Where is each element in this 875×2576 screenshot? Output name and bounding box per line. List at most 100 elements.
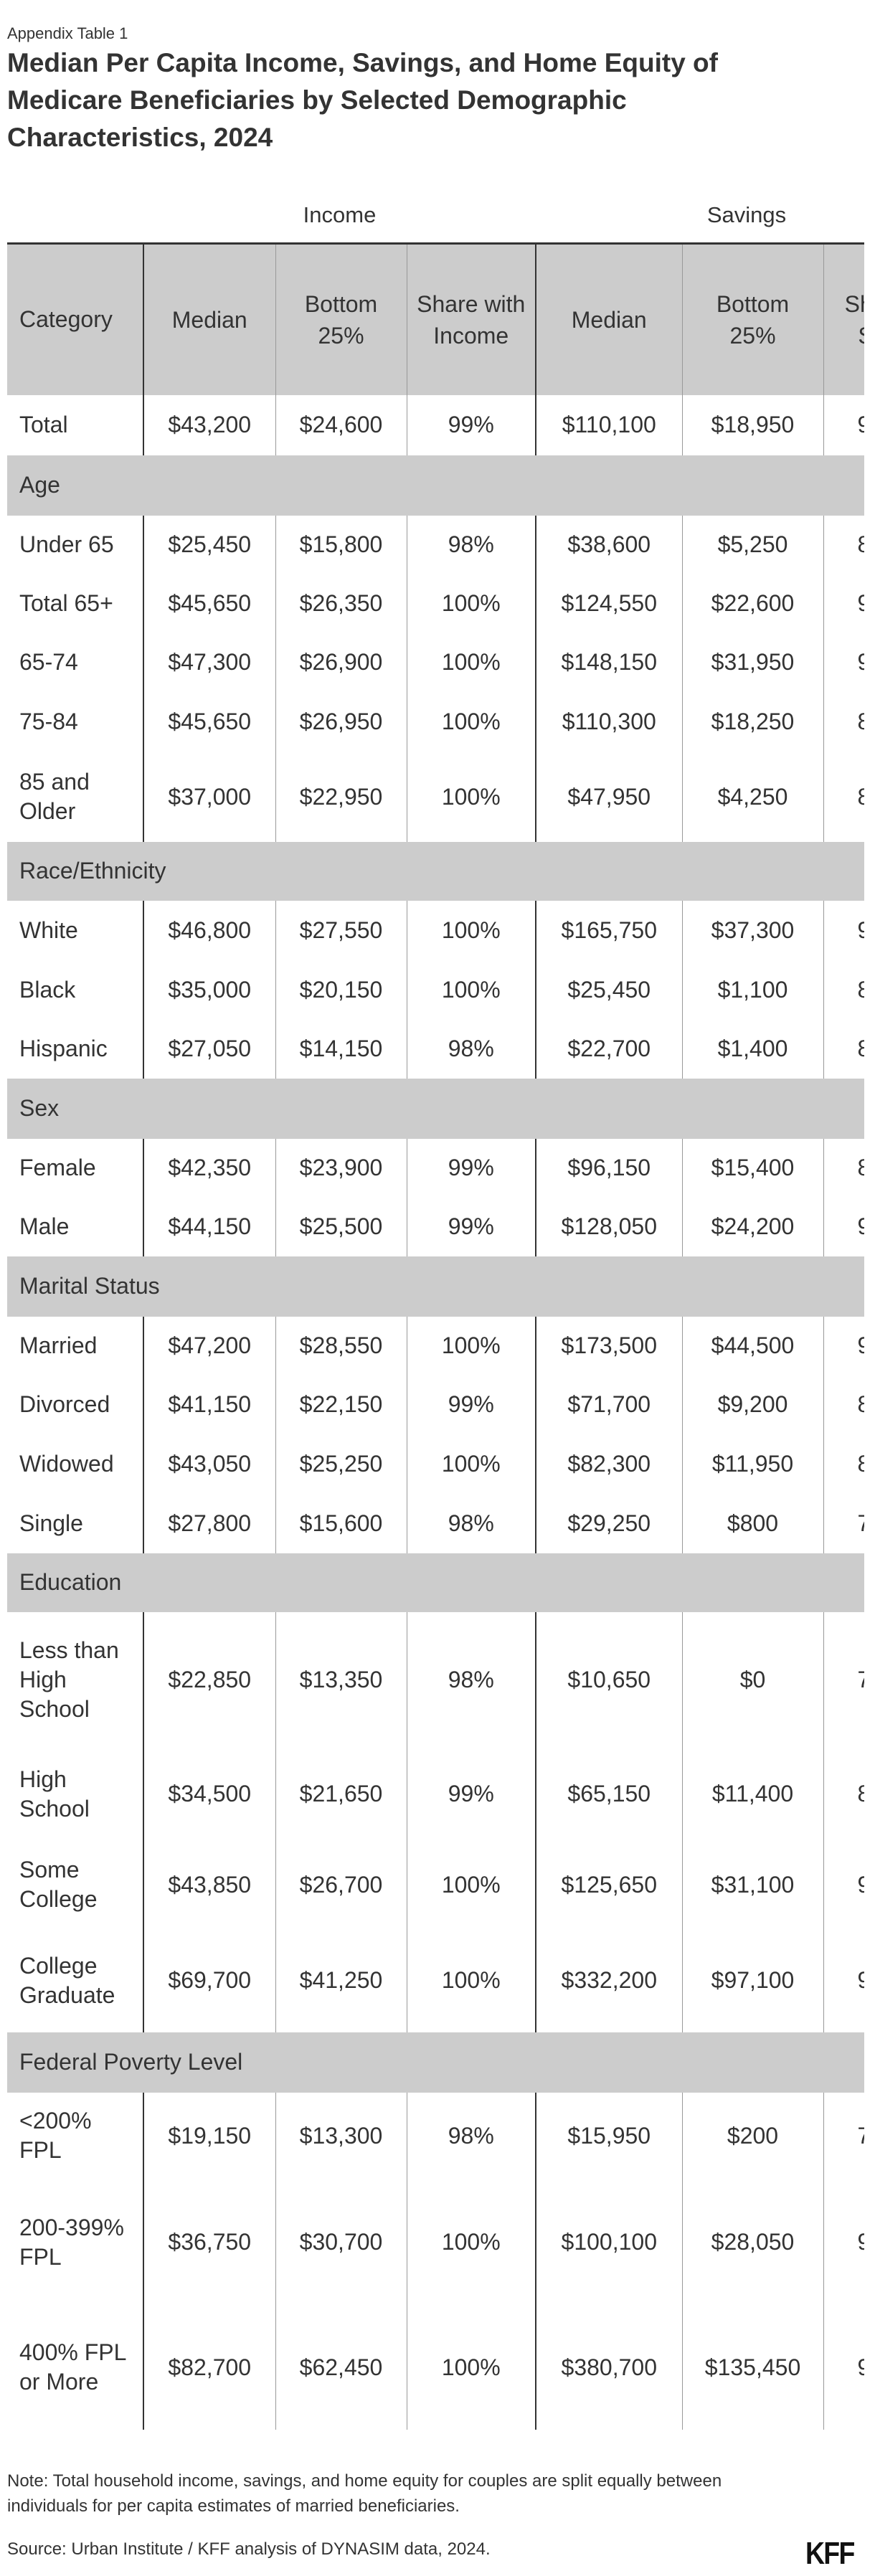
footnote: Note: Total household income, savings, a… bbox=[7, 2471, 722, 2516]
table-row: Male $44,150 $25,500 99% $128,050 $24,200 9 bbox=[7, 1197, 865, 1256]
section-row: Age bbox=[7, 455, 864, 516]
cell-share-with-income: 99% bbox=[407, 1138, 536, 1198]
cell-income-median: $35,000 bbox=[143, 960, 276, 1020]
cell-category: Under 65 bbox=[7, 515, 144, 574]
col-header-savings-median: Median bbox=[536, 242, 683, 395]
cell-category: 200-399% FPL bbox=[7, 2179, 144, 2306]
section-label: Age bbox=[7, 455, 864, 516]
cell-savings-median: $38,600 bbox=[536, 515, 683, 574]
page-title: Median Per Capita Income, Savings, and H… bbox=[7, 48, 718, 152]
section-row: Marital Status bbox=[7, 1256, 864, 1317]
cell-share-with-savings: 7 bbox=[857, 2122, 865, 2149]
cell-share-with-income: 100% bbox=[407, 1316, 536, 1375]
section-row: Race/Ethnicity bbox=[7, 841, 864, 901]
table-row: College Graduate $69,700 $41,250 100% $332,2… bbox=[7, 1928, 864, 2032]
cell-savings-bottom25: $18,950 bbox=[682, 394, 824, 455]
cell-savings-bottom25: $135,450 bbox=[682, 2305, 824, 2430]
table-row: Hispanic $27,050 $14,150 98% $22,700 $1,400 8 bbox=[7, 1019, 864, 1079]
table-row: Divorced $41,150 $22,150 99% $71,700 $9,200 8 bbox=[7, 1375, 864, 1434]
cell-income-bottom25: $15,600 bbox=[275, 1494, 407, 1553]
col-header-share-with-income: Share with Income bbox=[407, 242, 536, 395]
cell-income-bottom25: $27,550 bbox=[275, 900, 407, 961]
cell-income-bottom25: $13,350 bbox=[275, 1611, 407, 1748]
cell-share-with-savings: 9 bbox=[857, 412, 865, 437]
cell-share-with-savings: 8 bbox=[857, 1391, 865, 1417]
cell-savings-bottom25: $22,600 bbox=[682, 574, 824, 633]
cell-income-bottom25: $24,600 bbox=[275, 394, 407, 455]
cell-income-bottom25: $22,150 bbox=[275, 1375, 407, 1434]
cell-savings-median: $165,750 bbox=[536, 900, 683, 961]
group-header-savings: Savings bbox=[706, 202, 787, 227]
cell-savings-bottom25: $31,100 bbox=[682, 1840, 824, 1929]
table-row: Under 65 $25,450 $15,800 98% $38,600 $5,250 8 bbox=[7, 515, 864, 574]
cell-savings-bottom25: $31,950 bbox=[682, 633, 824, 692]
data-table: Category Median Bottom 25% Share with In… bbox=[7, 242, 864, 2430]
cell-category: Hispanic bbox=[7, 1019, 144, 1079]
cell-income-bottom25: $20,150 bbox=[275, 960, 407, 1020]
cell-share-with-income: 100% bbox=[407, 574, 536, 633]
cell-share-with-savings: 9 bbox=[857, 2354, 865, 2380]
cell-share-with-savings: 9 bbox=[857, 649, 865, 675]
cell-share-with-income: 100% bbox=[407, 1434, 536, 1495]
cell-savings-bottom25: $97,100 bbox=[682, 1928, 824, 2032]
cell-share-with-savings: 8 bbox=[857, 709, 865, 734]
source-note: Source: Urban Institute / KFF analysis o… bbox=[7, 2539, 491, 2559]
table-row: Black $35,000 $20,150 100% $25,450 $1,100 8 bbox=[7, 960, 864, 1020]
cell-share-with-savings: 9 bbox=[857, 1332, 865, 1358]
cell-income-median: $27,050 bbox=[143, 1019, 276, 1079]
data-table-viewport[interactable]: Category Median Bottom 25% Share with In… bbox=[7, 242, 864, 2430]
cell-savings-bottom25: $11,950 bbox=[682, 1434, 824, 1495]
section-label: Race/Ethnicity bbox=[7, 841, 864, 901]
cell-savings-median: $15,950 bbox=[536, 2092, 683, 2179]
cell-income-bottom25: $25,250 bbox=[275, 1434, 407, 1495]
cell-savings-bottom25: $200 bbox=[682, 2092, 824, 2179]
cell-savings-median: $380,700 bbox=[536, 2305, 683, 2430]
cell-share-with-income: 99% bbox=[407, 1747, 536, 1841]
col-header-share-with-savings: Share with Savings bbox=[823, 242, 864, 395]
cell-savings-median: $100,100 bbox=[536, 2179, 683, 2306]
cell-savings-median: $96,150 bbox=[536, 1138, 683, 1198]
cell-savings-bottom25: $44,500 bbox=[682, 1316, 824, 1375]
cell-income-median: $27,800 bbox=[143, 1494, 276, 1553]
table-row: 200-399% FPL $36,750 $30,700 100% $100,100 $2… bbox=[7, 2179, 864, 2306]
cell-income-median: $36,750 bbox=[143, 2179, 276, 2306]
cell-savings-median: $124,550 bbox=[536, 574, 683, 633]
cell-share-with-savings: 7 bbox=[857, 1510, 865, 1536]
table-row: High School $34,500 $21,650 99% $65,150 $11,4… bbox=[7, 1747, 864, 1841]
cell-income-median: $41,150 bbox=[143, 1375, 276, 1434]
cell-share-with-income: 100% bbox=[407, 752, 536, 842]
cell-income-bottom25: $62,450 bbox=[275, 2305, 407, 2430]
cell-share-with-income: 100% bbox=[407, 2179, 536, 2306]
cell-share-with-income: 98% bbox=[407, 2092, 536, 2179]
cell-savings-median: $22,700 bbox=[536, 1019, 683, 1079]
col-header-savings-bottom25: Bottom 25% bbox=[682, 242, 824, 395]
section-row: Education bbox=[7, 1553, 864, 1612]
cell-income-median: $42,350 bbox=[143, 1138, 276, 1198]
table-row: 75-84 $45,650 $26,950 100% $110,300 $18,250 8 bbox=[7, 691, 865, 752]
cell-category: 400% FPL or More bbox=[7, 2305, 144, 2430]
cell-savings-bottom25: $1,100 bbox=[682, 960, 824, 1020]
table-row: <200% FPL $19,150 $13,300 98% $15,950 $200 7 bbox=[7, 2092, 865, 2179]
cell-share-with-income: 99% bbox=[407, 1197, 536, 1256]
cell-income-median: $46,800 bbox=[143, 900, 276, 961]
cell-income-bottom25: $15,800 bbox=[275, 515, 407, 574]
cell-share-with-savings: 9 bbox=[857, 2229, 865, 2255]
cell-category: Total 65+ bbox=[7, 574, 144, 633]
cell-income-median: $69,700 bbox=[143, 1928, 276, 2032]
cell-savings-median: $82,300 bbox=[536, 1434, 683, 1495]
cell-share-with-savings: 9 bbox=[857, 1213, 865, 1239]
cell-savings-median: $110,300 bbox=[536, 691, 683, 752]
cell-savings-median: $71,700 bbox=[536, 1375, 683, 1434]
cell-income-bottom25: $28,550 bbox=[275, 1316, 407, 1375]
cell-savings-bottom25: $0 bbox=[682, 1611, 824, 1748]
kff-logo: KFF bbox=[805, 2536, 855, 2571]
cell-share-with-income: 100% bbox=[407, 960, 536, 1020]
cell-share-with-savings: 8 bbox=[857, 783, 865, 810]
col-header-income-bottom25: Bottom 25% bbox=[275, 242, 407, 395]
table-eyebrow: Appendix Table 1 bbox=[7, 24, 128, 42]
cell-savings-bottom25: $4,250 bbox=[682, 752, 824, 842]
cell-income-median: $47,200 bbox=[143, 1316, 276, 1375]
cell-category: Some College bbox=[7, 1840, 144, 1929]
cell-category: Married bbox=[7, 1316, 144, 1375]
cell-income-bottom25: $22,950 bbox=[275, 752, 407, 842]
